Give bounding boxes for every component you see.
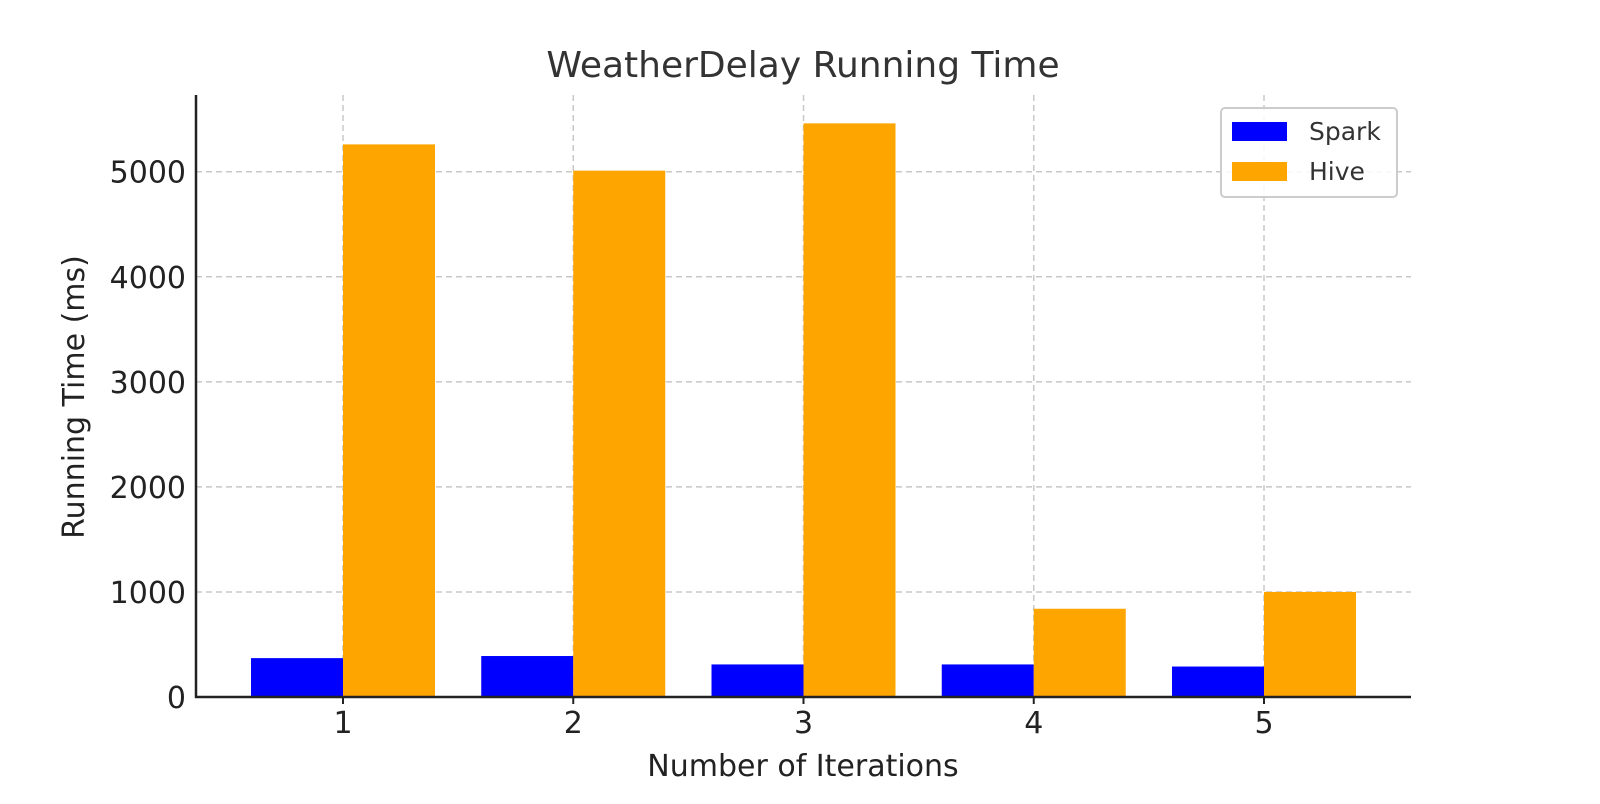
bars-layer	[251, 123, 1356, 697]
x-tick-label: 2	[564, 706, 583, 741]
bar-hive-5	[1264, 591, 1356, 697]
legend-swatch-hive	[1232, 162, 1287, 181]
bar-spark-2	[481, 656, 574, 697]
legend-label-hive: Hive	[1309, 157, 1365, 186]
legend-swatch-spark	[1232, 122, 1287, 141]
bar-hive-3	[803, 123, 896, 697]
y-tick-label: 3000	[110, 366, 186, 401]
bar-spark-5	[1172, 666, 1264, 697]
chart-title: WeatherDelay Running Time	[546, 45, 1059, 86]
y-axis-label: Running Time (ms)	[57, 255, 92, 539]
y-tick-label: 1000	[110, 576, 186, 611]
legend-label-spark: Spark	[1309, 117, 1381, 146]
ticks-layer: 0 1000 2000 3000 4000 5000 1 2 3 4 5	[110, 156, 1274, 741]
y-tick-label: 0	[167, 681, 186, 716]
x-axis-label: Number of Iterations	[647, 749, 958, 784]
x-tick-label: 1	[333, 706, 352, 741]
bar-hive-1	[343, 144, 435, 697]
x-tick-label: 5	[1254, 706, 1273, 741]
bar-spark-3	[711, 664, 804, 697]
bar-spark-1	[251, 658, 343, 697]
x-tick-label: 4	[1024, 706, 1043, 741]
x-tick-label: 3	[794, 706, 813, 741]
bar-spark-4	[941, 664, 1034, 697]
y-tick-label: 5000	[110, 156, 186, 191]
y-tick-label: 2000	[110, 471, 186, 506]
bar-hive-4	[1033, 608, 1126, 697]
bar-hive-2	[573, 170, 666, 697]
legend: Spark Hive	[1220, 107, 1398, 198]
y-tick-label: 4000	[110, 261, 186, 296]
